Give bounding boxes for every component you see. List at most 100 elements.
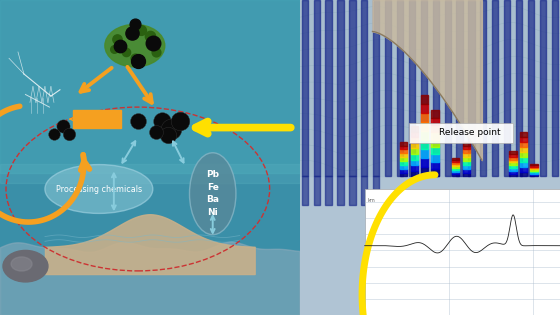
Bar: [452, 170, 460, 172]
Bar: [528, 0, 534, 176]
Bar: [0, 164, 300, 183]
Point: [115, 43, 124, 48]
Bar: [510, 165, 517, 168]
Bar: [421, 113, 428, 122]
Bar: [431, 140, 438, 147]
Ellipse shape: [45, 164, 153, 214]
Bar: [520, 171, 527, 176]
Bar: [410, 160, 418, 165]
Bar: [385, 0, 391, 176]
Bar: [530, 164, 538, 165]
Bar: [421, 149, 428, 158]
Bar: [314, 176, 320, 205]
Bar: [510, 171, 517, 174]
Bar: [530, 169, 538, 171]
Bar: [361, 0, 367, 176]
Bar: [337, 0, 344, 176]
Bar: [520, 142, 527, 147]
Bar: [431, 154, 438, 162]
Bar: [421, 158, 428, 167]
Text: Pb
Fe
Ba
Ni: Pb Fe Ba Ni: [206, 170, 219, 217]
Bar: [410, 154, 418, 160]
Bar: [510, 174, 517, 176]
Bar: [463, 153, 470, 157]
Bar: [314, 0, 320, 176]
Bar: [421, 131, 428, 140]
Bar: [463, 169, 470, 173]
Bar: [361, 176, 367, 205]
Bar: [409, 0, 415, 176]
Bar: [400, 153, 408, 157]
Bar: [373, 176, 379, 205]
Bar: [302, 0, 308, 176]
Bar: [463, 157, 470, 161]
Bar: [463, 146, 470, 149]
Bar: [520, 167, 527, 171]
Point: [164, 133, 172, 138]
Ellipse shape: [3, 250, 48, 282]
Point: [133, 119, 142, 124]
Bar: [452, 174, 460, 176]
Bar: [431, 117, 438, 125]
Bar: [452, 172, 460, 174]
Bar: [530, 175, 538, 176]
Bar: [468, 0, 474, 176]
Point: [166, 127, 175, 132]
Bar: [410, 143, 418, 148]
Bar: [400, 157, 408, 161]
Bar: [520, 137, 527, 142]
Text: Release point: Release point: [439, 129, 501, 137]
Bar: [421, 140, 428, 149]
Bar: [349, 176, 356, 205]
Bar: [410, 165, 418, 171]
Bar: [552, 0, 558, 176]
Point: [175, 119, 184, 124]
Bar: [302, 176, 308, 205]
Point: [127, 31, 136, 36]
Bar: [530, 165, 538, 167]
Bar: [510, 157, 517, 160]
Bar: [510, 151, 517, 154]
Bar: [452, 168, 460, 170]
Ellipse shape: [11, 257, 32, 271]
Bar: [530, 168, 538, 169]
Bar: [452, 160, 460, 162]
Bar: [410, 132, 418, 137]
Ellipse shape: [189, 153, 236, 235]
Bar: [510, 168, 517, 171]
Text: km: km: [367, 198, 375, 203]
Bar: [520, 132, 527, 137]
Bar: [349, 0, 356, 176]
Bar: [431, 125, 438, 132]
Point: [130, 21, 139, 26]
Bar: [504, 0, 510, 176]
Bar: [400, 142, 408, 146]
Bar: [463, 173, 470, 176]
Bar: [421, 104, 428, 113]
Bar: [463, 149, 470, 153]
Bar: [373, 0, 379, 176]
Bar: [0, 0, 300, 173]
Point: [113, 37, 122, 42]
Ellipse shape: [105, 25, 165, 67]
Bar: [400, 165, 408, 169]
Bar: [410, 137, 418, 143]
Bar: [520, 162, 527, 167]
Bar: [421, 0, 427, 176]
Bar: [452, 164, 460, 166]
Bar: [73, 110, 122, 128]
Bar: [463, 142, 470, 146]
Point: [122, 49, 130, 54]
Bar: [520, 147, 527, 152]
Bar: [400, 169, 408, 173]
Bar: [452, 166, 460, 168]
Point: [148, 40, 157, 45]
Bar: [431, 132, 438, 140]
Bar: [431, 162, 438, 169]
Bar: [365, 189, 560, 315]
Bar: [516, 0, 522, 176]
Bar: [456, 0, 463, 176]
Bar: [397, 0, 403, 176]
Bar: [530, 174, 538, 175]
Bar: [510, 160, 517, 163]
